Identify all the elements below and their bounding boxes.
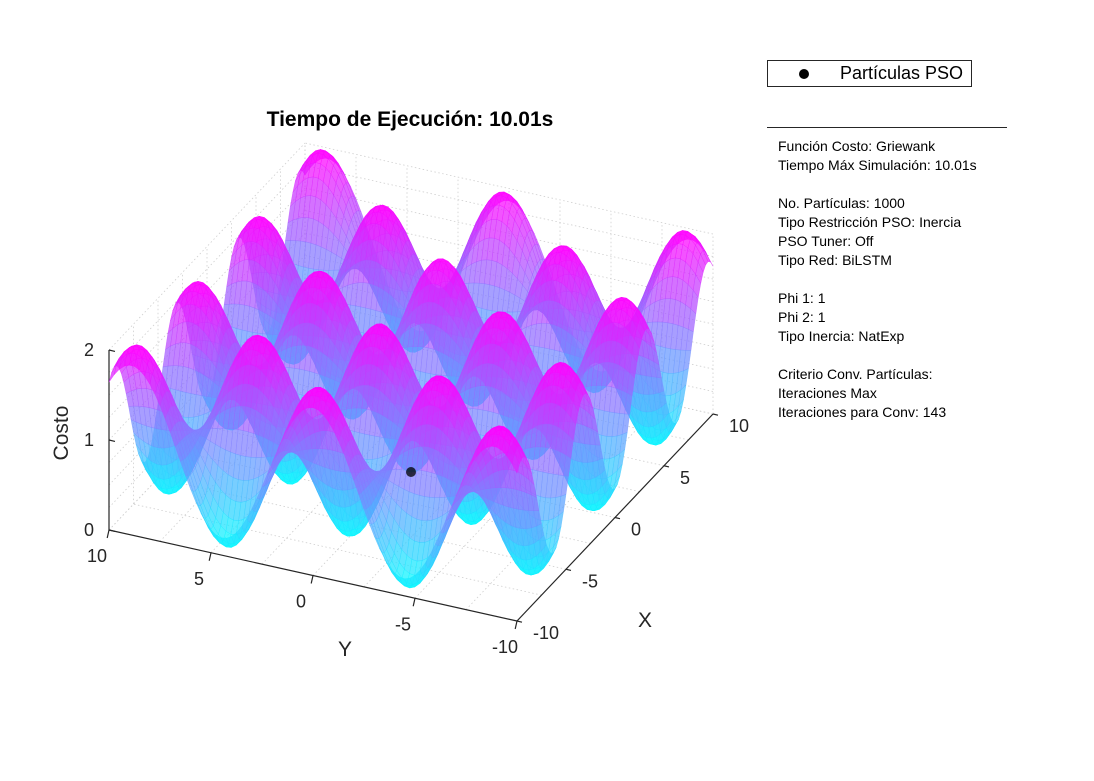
griewank-surface xyxy=(108,149,714,589)
grid-line xyxy=(133,503,542,596)
grid-line xyxy=(304,142,714,235)
